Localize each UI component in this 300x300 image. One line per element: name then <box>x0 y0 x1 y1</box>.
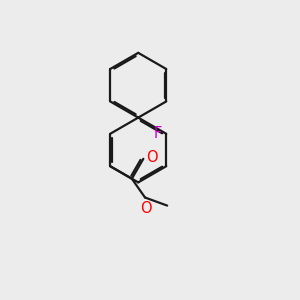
Text: F: F <box>154 126 162 141</box>
Text: O: O <box>146 150 157 165</box>
Text: O: O <box>140 201 152 216</box>
